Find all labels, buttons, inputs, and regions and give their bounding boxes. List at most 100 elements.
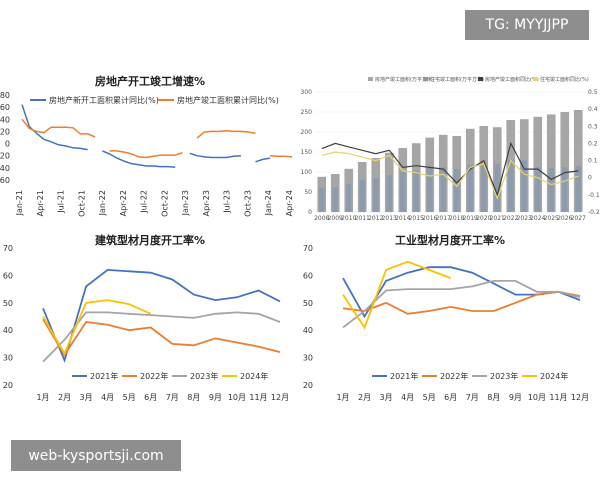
series-line (342, 280, 581, 329)
x-tick-label: 2019 (463, 215, 478, 222)
x-tick-label: 2009 (328, 215, 343, 222)
series-line (255, 157, 271, 163)
y-left-tick-label: 300 (301, 89, 313, 96)
legend-label: 2021年 (90, 371, 118, 381)
x-tick-label: 9月 (209, 393, 222, 402)
x-tick-label: 2013 (382, 215, 397, 222)
bar-total (546, 114, 556, 212)
y-left-tick-label: 0 (308, 209, 312, 216)
bar-residential (332, 187, 338, 212)
y-right-tick-label: -0.2 (588, 209, 600, 216)
y-tick-label: 0 (5, 140, 10, 149)
bar-residential (535, 167, 541, 212)
housing-start-completion-chart: 房地产开工竣工增速% 80 60 40 20 0 -20 -40 -60 房地产新开工面积累计同比… (0, 70, 300, 230)
x-tick-label: 1月 (336, 393, 349, 402)
x-tick-label: Apr-24 (285, 190, 294, 216)
telegram-watermark-text: TG: MYYJJPP (485, 17, 569, 33)
industrial-profile-chart-svg: 工业型材月度开工率% 70 60 50 40 30 20 1月 2月 3月 4月 5月 6月 7月 8月 9月… (303, 233, 589, 402)
legend-swatch (478, 77, 483, 81)
y-tick-label: -40 (0, 164, 10, 173)
legend-swatch (423, 77, 428, 81)
site-watermark-text: web-kysportsji.com (28, 447, 164, 464)
x-tick-label: Oct-23 (243, 190, 252, 217)
x-tick-label: 7月 (166, 393, 179, 402)
y-left-tick-label: 50 (304, 189, 312, 196)
y-left-tick-label: 100 (301, 169, 313, 176)
y-right-tick-label: -0.1 (588, 192, 600, 199)
x-tick-label: 4月 (101, 393, 114, 402)
building-profile-rate-chart: 建筑型材月度开工率% 70 60 50 40 30 20 1月 2月 3月 4月 5月 6月 7月 8月 9月… (0, 228, 300, 410)
series-line (102, 150, 176, 169)
legend-label: 住宅竣工面积同比(%) (540, 76, 589, 83)
y-right-tick-label: 0.2 (588, 140, 598, 147)
x-tick-label: 2021 (490, 215, 505, 222)
legend-swatch (533, 77, 538, 81)
chart-title: 工业型材月度开工率% (395, 233, 505, 247)
bar-total (560, 112, 570, 212)
x-tick-label: 12月 (571, 393, 589, 402)
series-line (342, 260, 452, 330)
series-line (196, 130, 256, 139)
yoy-line (321, 141, 579, 197)
x-tick-label: Jan-24 (264, 190, 273, 216)
y-right-tick-label: 0 (588, 175, 592, 182)
x-tick-label: Jan-22 (98, 190, 107, 216)
x-tick-label: Apr-21 (36, 190, 45, 216)
x-tick-label: 2014 (395, 215, 410, 222)
x-tick-label: 2026 (557, 215, 572, 222)
series-line (342, 290, 581, 315)
x-tick-label: 5月 (423, 393, 436, 402)
y-right-tick-label: 0.3 (588, 123, 598, 130)
series-line (42, 318, 281, 357)
bar-residential (575, 166, 581, 212)
x-tick-label: 2018 (449, 215, 464, 222)
series-line (42, 311, 281, 363)
legend-label: 2024年 (240, 371, 268, 381)
y-right-tick-label: 0.4 (588, 106, 598, 113)
y-tick-label: 60 (3, 271, 13, 280)
x-tick-label: 2月 (358, 393, 371, 402)
y-tick-label: 80 (0, 91, 10, 100)
site-watermark: web-kysportsji.com (11, 440, 181, 471)
y-left-tick-label: 150 (301, 149, 313, 156)
series-line (42, 299, 152, 356)
x-tick-label: 2027 (571, 215, 586, 222)
legend-label: 房地产竣工面积累计同比(%) (177, 95, 279, 105)
bar-total (573, 110, 583, 212)
y-tick-label: 40 (0, 115, 10, 124)
completion-bar-chart-svg: 房地产竣工面积(万平方米)住宅竣工面积(万平方米) 房地产竣工面积同比(%) 住宅竣… (301, 76, 600, 222)
legend-label: 2022年 (140, 371, 168, 381)
series-line (42, 268, 281, 364)
yoy-line (321, 151, 579, 201)
bar-residential (359, 180, 365, 212)
y-tick-label: 40 (3, 326, 13, 335)
series-line (270, 154, 293, 158)
bar-residential (427, 168, 433, 212)
x-tick-label: 2025 (544, 215, 559, 222)
y-tick-label: 30 (3, 354, 13, 363)
bar-residential (346, 184, 352, 212)
x-tick-label: 10月 (528, 393, 546, 402)
x-tick-label: Jan-23 (181, 190, 190, 216)
y-tick-label: 70 (303, 244, 313, 253)
y-tick-label: 20 (3, 381, 13, 390)
x-tick-label: 2020 (476, 215, 491, 222)
chart-title: 房地产开工竣工增速% (95, 74, 205, 88)
x-tick-label: 2011 (355, 215, 370, 222)
x-tick-label: 6月 (144, 393, 157, 402)
x-tick-label: 2月 (58, 393, 71, 402)
y-tick-label: 30 (303, 354, 313, 363)
bar-residential (521, 160, 527, 212)
y-tick-label: -60 (0, 176, 10, 185)
legend-label: 2023年 (190, 371, 218, 381)
legend-label: 2023年 (490, 371, 518, 381)
x-tick-label: 1月 (36, 393, 49, 402)
x-tick-label: 8月 (487, 393, 500, 402)
bar-residential (494, 164, 500, 212)
legend-label: 2024年 (540, 371, 568, 381)
legend-label: 住宅竣工面积(万平方米) (430, 76, 484, 83)
bar-residential (562, 167, 568, 212)
legend-label: 房地产新开工面积累计同比(%) (49, 95, 159, 105)
x-tick-label: Jul-23 (223, 190, 232, 214)
series-line (189, 152, 241, 159)
